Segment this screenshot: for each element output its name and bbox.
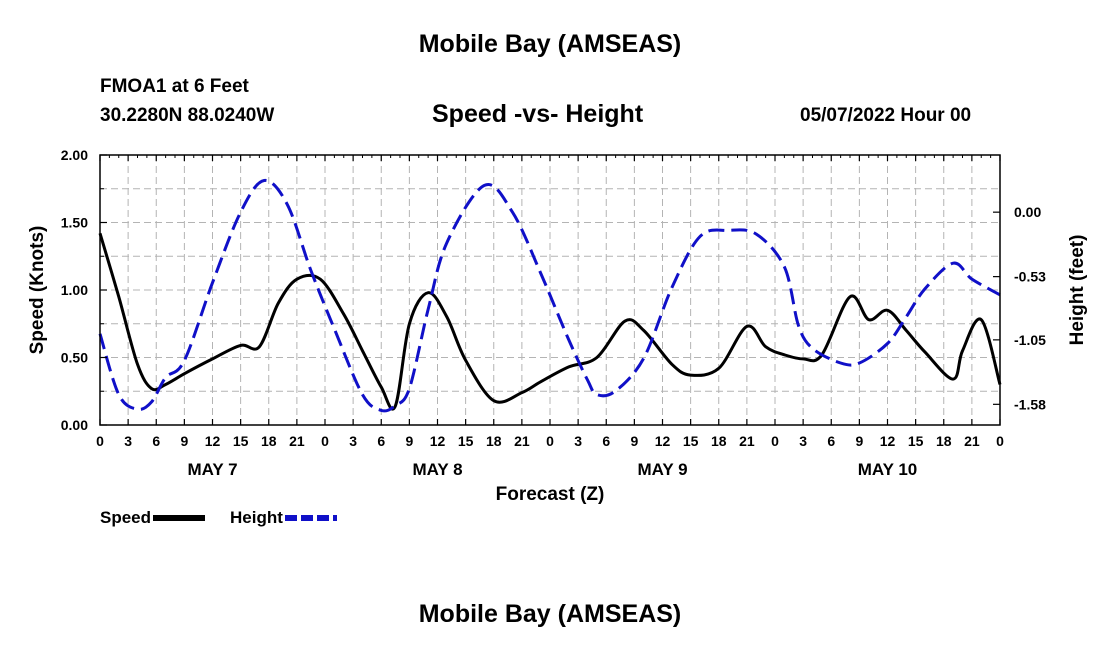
speed-height-chart: 0 3 6 9 12 15 18 21 0 3 6 9 12 15 18 21 0 3 6 9 12 15 18 21 0 3 6 9… bbox=[27, 147, 1088, 505]
x-tick-label: 12 bbox=[655, 433, 671, 449]
forecast-run-time: 05/07/2022 Hour 00 bbox=[800, 105, 972, 126]
x-tick-label: 6 bbox=[377, 433, 385, 449]
x-tick-label: 6 bbox=[152, 433, 160, 449]
legend-item-speed: Speed bbox=[100, 508, 206, 528]
x-tick-label: 6 bbox=[602, 433, 610, 449]
day-label: MAY 7 bbox=[187, 460, 237, 479]
x-tick-label: 15 bbox=[233, 433, 249, 449]
x-tick-label: 21 bbox=[289, 433, 305, 449]
x-tick-label: 3 bbox=[574, 433, 582, 449]
station-coordinates: 30.2280N 88.0240W bbox=[100, 105, 275, 126]
y-tick-label: 1.50 bbox=[61, 215, 88, 231]
label-layer: 0 3 6 9 12 15 18 21 0 3 6 9 12 15 18 21 0 3 6 9 12 15 18 21 0 3 6 9… bbox=[61, 147, 1046, 479]
x-tick-label: 15 bbox=[683, 433, 699, 449]
x-tick-label: 21 bbox=[964, 433, 980, 449]
x-tick-label: 3 bbox=[124, 433, 132, 449]
x-tick-label: 15 bbox=[908, 433, 924, 449]
x-tick-label: 18 bbox=[486, 433, 502, 449]
tick-layer bbox=[99, 154, 1001, 426]
y2-tick-label: 0.00 bbox=[1014, 204, 1041, 220]
legend-height-label: Height bbox=[230, 508, 283, 527]
series-layer bbox=[98, 178, 1002, 413]
x-axis-label: Forecast (Z) bbox=[496, 484, 605, 505]
day-label: MAY 10 bbox=[858, 460, 918, 479]
x-tick-label: 9 bbox=[180, 433, 188, 449]
day-label: MAY 8 bbox=[412, 460, 462, 479]
grid-layer bbox=[100, 155, 1000, 425]
y-tick-label: 1.00 bbox=[61, 282, 88, 298]
legend-speed-swatch bbox=[153, 515, 206, 521]
x-tick-label: 0 bbox=[996, 433, 1004, 449]
x-tick-label: 18 bbox=[936, 433, 952, 449]
y-tick-label: 0.50 bbox=[61, 350, 88, 366]
x-tick-label: 12 bbox=[205, 433, 221, 449]
x-tick-label: 21 bbox=[739, 433, 755, 449]
y-tick-label: 2.00 bbox=[61, 147, 88, 163]
day-label: MAY 9 bbox=[637, 460, 687, 479]
x-tick-label: 0 bbox=[771, 433, 779, 449]
station-label: FMOA1 at 6 Feet bbox=[100, 76, 249, 97]
x-tick-label: 15 bbox=[458, 433, 474, 449]
y2-tick-label: -0.53 bbox=[1014, 269, 1046, 285]
series-line-speed bbox=[98, 232, 1002, 411]
y2-tick-label: -1.05 bbox=[1014, 332, 1046, 348]
legend-item-height: Height bbox=[230, 508, 337, 528]
footer-title: Mobile Bay (AMSEAS) bbox=[418, 600, 682, 628]
series-line-height bbox=[98, 178, 1001, 413]
y-tick-label: 0.00 bbox=[61, 417, 88, 433]
x-tick-label: 18 bbox=[261, 433, 277, 449]
x-tick-label: 21 bbox=[514, 433, 530, 449]
x-tick-label: 12 bbox=[880, 433, 896, 449]
legend-height-swatch bbox=[284, 515, 337, 521]
x-tick-label: 0 bbox=[321, 433, 329, 449]
x-tick-label: 0 bbox=[546, 433, 554, 449]
chart-subtitle: Speed -vs- Height bbox=[432, 100, 644, 128]
x-tick-label: 9 bbox=[630, 433, 638, 449]
x-tick-label: 3 bbox=[799, 433, 807, 449]
x-tick-label: 9 bbox=[855, 433, 863, 449]
y2-tick-label: -1.58 bbox=[1014, 396, 1046, 412]
x-tick-label: 9 bbox=[405, 433, 413, 449]
legend-speed-label: Speed bbox=[100, 508, 152, 527]
chart-main-title: Mobile Bay (AMSEAS) bbox=[418, 30, 682, 58]
y-axis-label: Speed (Knots) bbox=[27, 226, 48, 355]
x-tick-label: 6 bbox=[827, 433, 835, 449]
x-tick-label: 0 bbox=[96, 433, 104, 449]
x-tick-label: 3 bbox=[349, 433, 357, 449]
y2-axis-label: Height (feet) bbox=[1067, 235, 1088, 346]
x-tick-label: 18 bbox=[711, 433, 727, 449]
x-tick-label: 12 bbox=[430, 433, 446, 449]
